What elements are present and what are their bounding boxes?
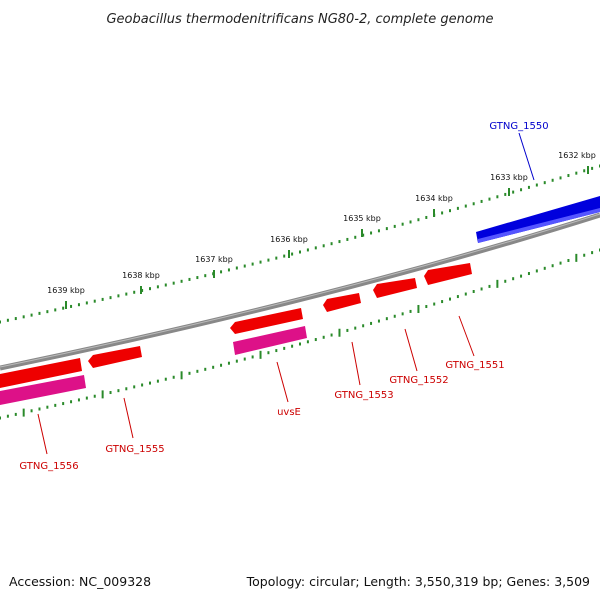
tick-label: 1634 kbp [415, 194, 453, 203]
tick-label: 1635 kbp [343, 214, 381, 223]
gene-gtng-1552[interactable] [373, 278, 417, 298]
leader-uvse [276, 361, 289, 403]
tick-label: 1639 kbp [47, 286, 85, 295]
leader-gtng-1555 [123, 397, 134, 439]
tick-label: 1633 kbp [490, 173, 528, 182]
tick-label: 1636 kbp [270, 235, 308, 244]
leader-gtng-1550 [518, 132, 535, 181]
gene-gtng-1550[interactable] [476, 196, 600, 243]
gene-gtng-1556-pink[interactable] [0, 375, 86, 405]
label-uvse[interactable]: uvsE [277, 407, 301, 418]
label-gtng-1553[interactable]: GTNG_1553 [334, 390, 393, 401]
tick-label: 1638 kbp [122, 271, 160, 280]
label-gtng-1550[interactable]: GTNG_1550 [489, 121, 548, 132]
gene-gtng-1555[interactable] [88, 346, 142, 368]
gene-gtng-1556[interactable] [0, 358, 82, 388]
leader-gtng-1553 [351, 341, 361, 386]
gene-uvse-pink[interactable] [233, 326, 307, 355]
accession-text: Accession: NC_009328 [9, 574, 152, 589]
outer-tick-ring: 1632 kbp 1633 kbp 1634 kbp 1635 kbp 1636 kbp… [0, 151, 600, 324]
gene-gtng-1553[interactable] [323, 293, 361, 312]
gene-gtng-1550-shade [478, 208, 600, 243]
genome-backbone [0, 212, 600, 371]
label-gtng-1551[interactable]: GTNG_1551 [445, 360, 504, 371]
label-gtng-1556[interactable]: GTNG_1556 [19, 461, 78, 472]
leader-gtng-1551 [458, 315, 475, 357]
map-title: Geobacillus thermodenitrificans NG80-2, … [106, 12, 493, 27]
gene-uvse[interactable] [230, 308, 303, 334]
gene-gtng-1551[interactable] [424, 263, 472, 285]
label-gtng-1552[interactable]: GTNG_1552 [389, 375, 448, 386]
tick-label: 1632 kbp [558, 151, 596, 160]
genome-summary-text: Topology: circular; Length: 3,550,319 bp… [246, 574, 590, 589]
tick-label: 1637 kbp [195, 255, 233, 264]
genome-backbone-highlight [0, 213, 600, 368]
label-gtng-1555[interactable]: GTNG_1555 [105, 444, 164, 455]
leader-gtng-1552 [404, 328, 418, 372]
leader-gtng-1556 [37, 413, 48, 455]
inner-tick-ring [0, 248, 600, 420]
